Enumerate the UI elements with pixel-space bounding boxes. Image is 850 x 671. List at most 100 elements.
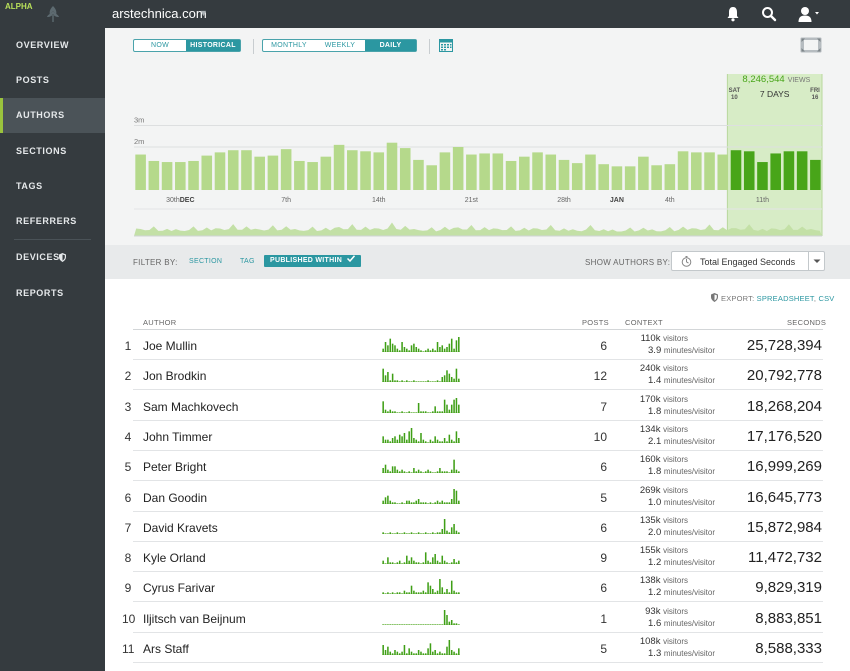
table-row[interactable]: 4 John Timmer 10 134k visitors 2.1 minutes/v… [105,421,850,451]
chart-bar[interactable] [664,164,676,190]
search-icon[interactable] [760,5,778,23]
sidebar-item-authors[interactable]: AUTHORS [0,98,105,133]
chart-bar[interactable] [743,151,755,190]
sidebar-item-overview[interactable]: OVERVIEW [16,40,70,50]
caret-down-icon[interactable] [808,252,824,270]
sidebar-item-sections[interactable]: SECTIONS [16,146,67,156]
chart-bar[interactable] [439,152,451,191]
filter-section-link[interactable]: SECTION [189,258,223,265]
author-name[interactable]: Kyle Orland [143,551,206,566]
chart-bar[interactable] [241,150,252,190]
table-row[interactable]: 1 Joe Mullin 6 110k visitors 3.9 minutes/vis… [105,330,850,360]
chart-bar[interactable] [227,150,239,190]
chart-bar[interactable] [347,150,358,190]
chart-bar[interactable] [519,156,530,190]
chart-bar[interactable] [452,147,464,190]
author-name[interactable]: Ars Staff [143,642,189,656]
filter-published-within-chip[interactable]: PUBLISHED WITHIN [264,255,362,267]
calendar-icon[interactable] [439,38,453,52]
caret-down-icon[interactable]: ▼ [199,8,208,18]
historical-toggle[interactable]: HISTORICAL [186,40,240,51]
leaf-logo-icon[interactable] [45,5,61,23]
chart-bar[interactable] [492,153,504,190]
daily-toggle[interactable]: DAILY [365,40,416,51]
chart-bar[interactable] [624,166,636,190]
author-name[interactable]: Joe Mullin [143,339,198,353]
chart-bar[interactable] [585,154,596,190]
chart-bar[interactable] [796,151,808,190]
chart-bar[interactable] [214,152,226,191]
chart-bar[interactable] [294,160,305,190]
chart-bar[interactable] [730,150,742,190]
export-spreadsheet-link[interactable]: SPREADSHEET [756,294,814,303]
chart-bar[interactable] [717,154,729,190]
chart-bar[interactable] [545,154,557,190]
col-header-seconds[interactable]: SECONDS [787,318,827,327]
col-header-author[interactable]: AUTHOR [143,318,177,327]
chart-bar[interactable] [413,159,424,190]
table-row[interactable]: 2 Jon Brodkin 12 240k visitors 1.4 minutes/v… [105,360,850,391]
chart-bar[interactable] [558,159,570,190]
chart-bar[interactable] [810,159,821,190]
chart-bar[interactable] [783,151,795,190]
table-row[interactable]: 8 Kyle Orland 9 155k visitors 1.2 minutes/vi… [105,542,850,573]
table-row[interactable]: 9 Cyrus Farivar 6 138k visitors 1.2 minutes/… [105,572,850,603]
sidebar-item-reports[interactable]: REPORTS [16,288,64,298]
chart-bar[interactable] [373,152,385,191]
chart-bar[interactable] [704,152,715,191]
filter-tag-link[interactable]: TAG [240,258,255,265]
author-name[interactable]: Sam Machkovech [143,399,239,414]
chart-bar[interactable] [571,163,583,191]
chart-bar[interactable] [333,144,345,190]
sidebar-item-devices[interactable]: DEVICES [0,240,105,275]
chart-bar[interactable] [135,154,146,190]
chart-bar[interactable] [188,160,199,190]
bell-icon[interactable] [724,5,742,23]
chart-bar[interactable] [651,165,662,190]
weekly-toggle[interactable]: WEEKLY [324,42,356,49]
chart-bar[interactable] [598,164,609,190]
site-selector[interactable]: arstechnica.com [112,6,207,21]
chart-bar[interactable] [611,166,623,190]
chart-bar[interactable] [201,155,213,190]
chart-bar[interactable] [148,160,160,190]
table-row[interactable]: 6 Dan Goodin 5 269k visitors 1.0 minutes/vis… [105,482,850,512]
chart-bar[interactable] [426,165,437,190]
chart-bar[interactable] [757,162,768,190]
chart-bar[interactable] [638,156,649,190]
user-icon[interactable] [797,5,823,23]
author-name[interactable]: Dan Goodin [143,490,208,505]
chart-bar[interactable] [386,142,398,190]
overview-area[interactable] [134,222,822,237]
table-row[interactable]: 5 Peter Bright 6 160k visitors 1.8 minutes/v… [105,451,850,482]
chart-bar[interactable] [505,160,517,190]
author-name[interactable]: Cyrus Farivar [143,581,216,596]
chart-bar[interactable] [267,155,279,190]
chart-bar[interactable] [479,153,490,190]
author-name[interactable]: John Timmer [143,429,213,444]
table-row[interactable]: 7 David Kravets 6 135k visitors 2.0 minutes/… [105,512,850,542]
chart-bar[interactable] [175,162,186,190]
sidebar-item-posts[interactable]: POSTS [16,75,50,85]
chart-bar[interactable] [360,151,371,190]
chart-bar[interactable] [691,152,702,191]
author-name[interactable]: David Kravets [143,520,218,535]
chart-bar[interactable] [307,162,318,190]
fullscreen-icon[interactable] [800,37,822,53]
chart-bar[interactable] [161,162,173,190]
col-header-posts[interactable]: POSTS [582,318,609,327]
chart-bar[interactable] [280,149,292,190]
chart-bar[interactable] [254,156,265,190]
chart-bar[interactable] [677,151,689,190]
now-toggle[interactable]: NOW [150,42,169,49]
chart-bar[interactable] [532,152,543,191]
sidebar-item-referrers[interactable]: REFERRERS [16,216,77,226]
table-row[interactable]: 10 Iljitsch van Beijnum 1 93k visitors 1.6 m… [105,603,850,633]
chart-bar[interactable] [399,148,411,190]
author-name[interactable]: Iljitsch van Beijnum [143,611,246,626]
chart-bar[interactable] [320,156,332,190]
show-authors-by-select[interactable]: Total Engaged Seconds [671,251,825,271]
sidebar-item-tags[interactable]: TAGS [16,181,43,191]
export-csv-link[interactable]: CSV [818,294,835,303]
chart-bar[interactable] [770,153,781,190]
